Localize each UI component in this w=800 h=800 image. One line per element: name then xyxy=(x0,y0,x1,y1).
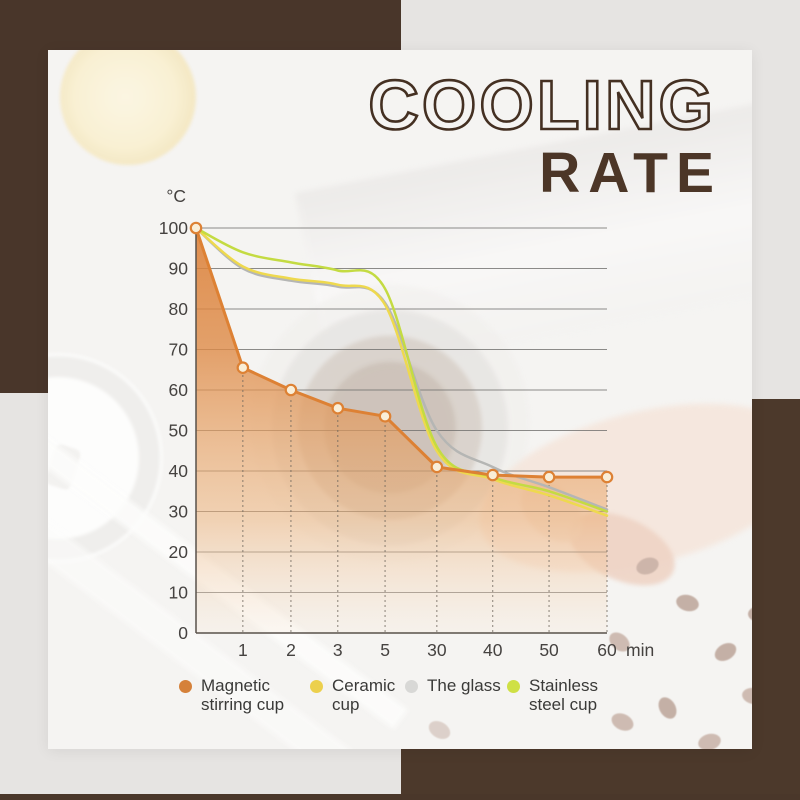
axis-labels: °C 0 10 20 30 40 50 60 70 80 90 100 1 2 3 5 30 40 50 60 min xyxy=(159,186,654,660)
svg-text:60: 60 xyxy=(169,380,189,400)
legend-item: The glass xyxy=(405,676,501,695)
page-subtitle: RATE xyxy=(539,141,722,205)
svg-text:50: 50 xyxy=(169,421,189,441)
series-markers xyxy=(189,221,614,484)
magnetic-cup-area xyxy=(196,228,607,633)
legend-item: Magnetic stirring cup xyxy=(179,676,284,714)
frame-right-band xyxy=(751,399,800,800)
svg-text:100: 100 xyxy=(159,218,188,238)
series-the-glass xyxy=(194,226,609,511)
series-ceramic-cup xyxy=(194,226,609,517)
frame-left-band xyxy=(0,0,48,393)
svg-text:90: 90 xyxy=(169,259,189,279)
svg-text:40: 40 xyxy=(483,640,503,660)
legend-label: Ceramic cup xyxy=(332,676,396,715)
legend-dot-icon xyxy=(507,680,520,693)
svg-text:50: 50 xyxy=(539,640,559,660)
svg-text:3: 3 xyxy=(333,640,343,660)
page-title: COOLING xyxy=(367,66,716,144)
svg-text:60: 60 xyxy=(597,640,617,660)
svg-text:30: 30 xyxy=(169,502,189,522)
frame-bottom-band xyxy=(401,749,800,800)
svg-text:70: 70 xyxy=(169,340,189,360)
title-block: COOLING RATE xyxy=(367,66,716,202)
svg-text:2: 2 xyxy=(286,640,296,660)
svg-text:10: 10 xyxy=(169,583,189,603)
svg-text:40: 40 xyxy=(169,461,189,481)
x-unit-label: min xyxy=(626,640,654,660)
series-stainless-steel-cup xyxy=(194,226,609,513)
content-card: COOLING RATE °C 0 10 20 30 40 50 60 70 80 90 100 1 2 3… xyxy=(48,50,752,749)
svg-text:1: 1 xyxy=(238,640,248,660)
legend-dot-icon xyxy=(179,680,192,693)
tick-guides xyxy=(242,374,608,632)
legend-dot-icon xyxy=(405,680,418,693)
legend-label: Magnetic stirring cup xyxy=(201,676,285,715)
svg-text:5: 5 xyxy=(380,640,390,660)
legend-item: Ceramic cup xyxy=(310,676,395,714)
coffee-bean-photo xyxy=(748,606,752,622)
frame-bottom-strip xyxy=(0,794,800,800)
svg-text:0: 0 xyxy=(178,623,188,643)
legend-label: Stainless steel cup xyxy=(529,676,598,715)
y-unit-label: °C xyxy=(166,186,186,206)
cooling-chart-svg: °C 0 10 20 30 40 50 60 70 80 90 100 1 2 3 5 30 40 50 60 min xyxy=(159,186,654,660)
svg-text:80: 80 xyxy=(169,299,189,319)
legend-label: The glass xyxy=(427,676,501,695)
legend-dot-icon xyxy=(310,680,323,693)
legend-item: Stainless steel cup xyxy=(507,676,598,714)
svg-text:20: 20 xyxy=(169,542,189,562)
lemon-slice-photo xyxy=(60,50,196,165)
frame-top-band xyxy=(0,0,401,51)
svg-text:30: 30 xyxy=(427,640,447,660)
cooling-chart: °C 0 10 20 30 40 50 60 70 80 90 100 1 2 3 5 30 40 50 60 min xyxy=(48,50,752,749)
